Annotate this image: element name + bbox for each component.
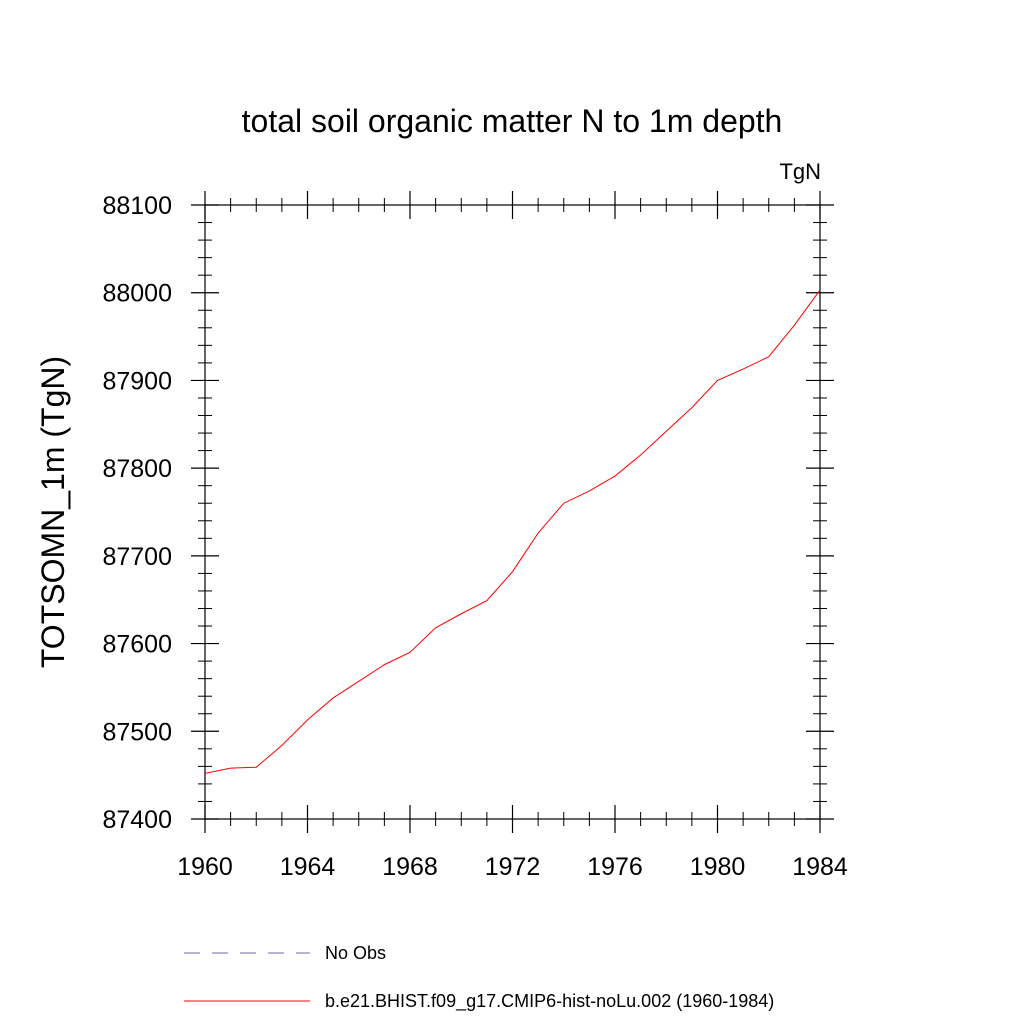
y-tick-label: 87700 xyxy=(102,543,172,571)
legend-label: b.e21.BHIST.f09_g17.CMIP6-hist-noLu.002 … xyxy=(325,991,774,1012)
y-tick-label: 87500 xyxy=(102,718,172,746)
axis-ticks xyxy=(191,191,834,833)
x-tick-label: 1968 xyxy=(382,853,438,881)
x-tick-label: 1960 xyxy=(177,853,233,881)
y-tick-label: 88100 xyxy=(102,192,172,220)
chart-title: total soil organic matter N to 1m depth xyxy=(242,103,783,139)
axis-tick-labels: 1960 1964 1968 1972 1976 1980 1984 87400 87500 87… xyxy=(102,192,847,881)
legend-label: No Obs xyxy=(325,943,386,963)
y-tick-label: 87400 xyxy=(102,806,172,834)
x-tick-label: 1964 xyxy=(280,853,336,881)
x-tick-label: 1980 xyxy=(690,853,746,881)
x-tick-label: 1972 xyxy=(485,853,541,881)
x-tick-label: 1984 xyxy=(792,853,848,881)
legend: No Obs b.e21.BHIST.f09_g17.CMIP6-hist-noL… xyxy=(184,943,774,1012)
x-tick-label: 1976 xyxy=(587,853,643,881)
series-lines xyxy=(204,289,821,774)
unit-label: TgN xyxy=(779,159,821,184)
plot-frame xyxy=(204,204,821,820)
y-tick-label: 87600 xyxy=(102,631,172,659)
y-tick-label: 88000 xyxy=(102,280,172,308)
y-tick-label: 87800 xyxy=(102,455,172,483)
y-tick-label: 87900 xyxy=(102,367,172,395)
y-axis-label: TOTSOMN_1m (TgN) xyxy=(35,356,71,668)
series-line xyxy=(204,289,821,774)
